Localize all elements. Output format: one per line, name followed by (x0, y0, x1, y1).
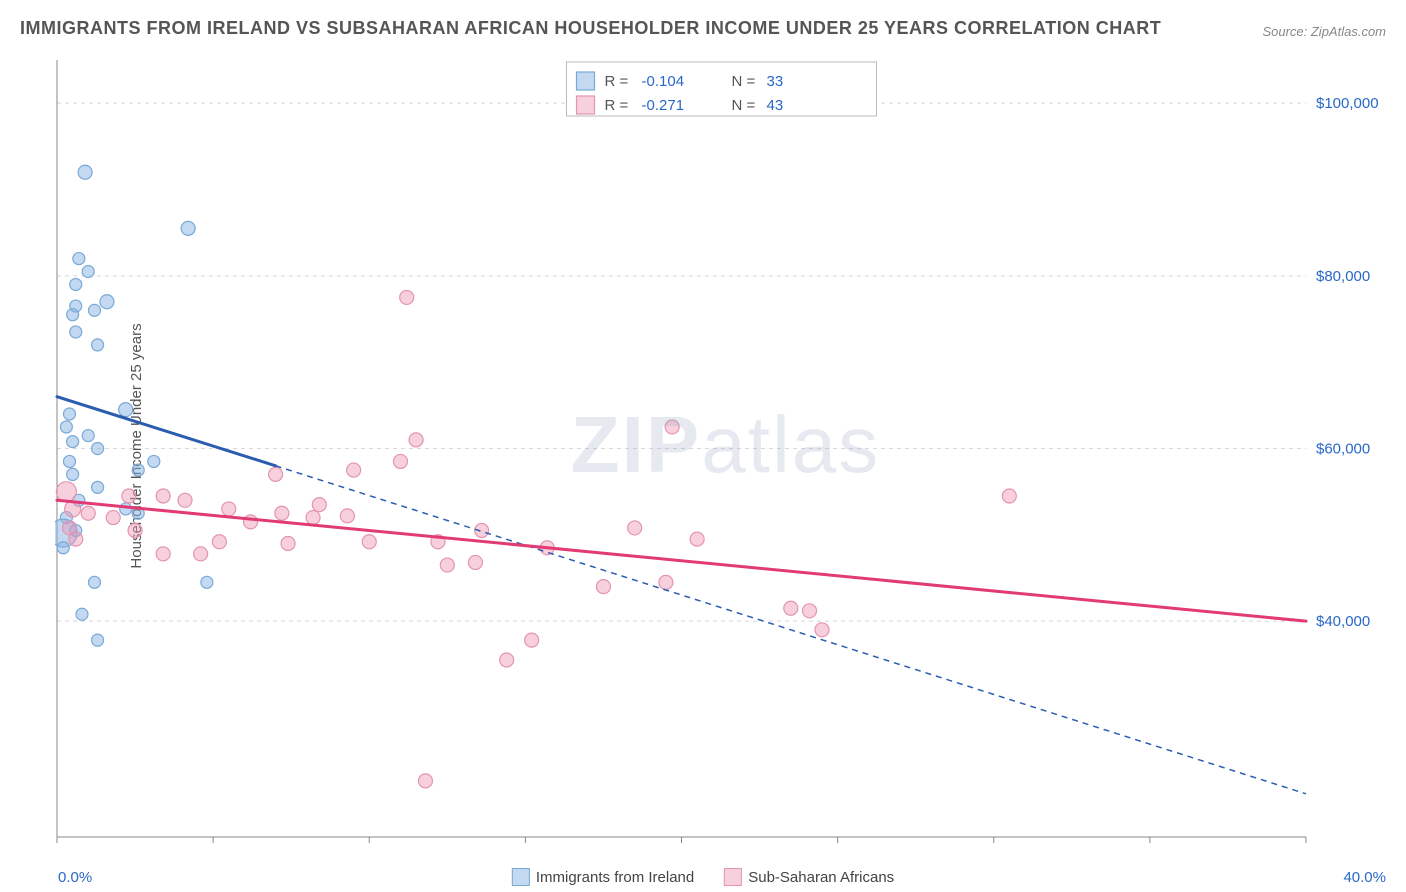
legend-item-ireland: Immigrants from Ireland (512, 868, 694, 886)
chart-plot-area: $40,000 $60,000 $80,000 $100,000 R = -0.104 N … (55, 50, 1396, 857)
legend-label: Sub-Saharan Africans (748, 869, 894, 886)
chart-title: IMMIGRANTS FROM IRELAND VS SUBSAHARAN AF… (20, 18, 1161, 39)
svg-text:R =: R = (605, 73, 629, 90)
svg-text:$100,000: $100,000 (1316, 95, 1379, 112)
scatter-chart-svg: $40,000 $60,000 $80,000 $100,000 R = -0.104 N … (55, 50, 1396, 857)
svg-text:$60,000: $60,000 (1316, 441, 1370, 458)
svg-text:43: 43 (767, 97, 784, 114)
svg-text:$80,000: $80,000 (1316, 268, 1370, 285)
svg-text:33: 33 (767, 73, 784, 90)
svg-text:$40,000: $40,000 (1316, 613, 1370, 630)
source-attribution: Source: ZipAtlas.com (1262, 24, 1386, 39)
legend-label: Immigrants from Ireland (536, 869, 694, 886)
svg-text:-0.271: -0.271 (642, 97, 685, 114)
svg-text:-0.104: -0.104 (642, 73, 685, 90)
svg-text:N =: N = (732, 73, 756, 90)
legend-item-subsaharan: Sub-Saharan Africans (724, 868, 894, 886)
legend-swatch-icon (512, 868, 530, 886)
legend-bottom: Immigrants from Ireland Sub-Saharan Afri… (512, 868, 894, 886)
svg-text:R =: R = (605, 97, 629, 114)
svg-text:N =: N = (732, 97, 756, 114)
x-axis-max-label: 40.0% (1343, 869, 1386, 886)
legend-swatch-icon (724, 868, 742, 886)
x-axis-min-label: 0.0% (58, 869, 92, 886)
